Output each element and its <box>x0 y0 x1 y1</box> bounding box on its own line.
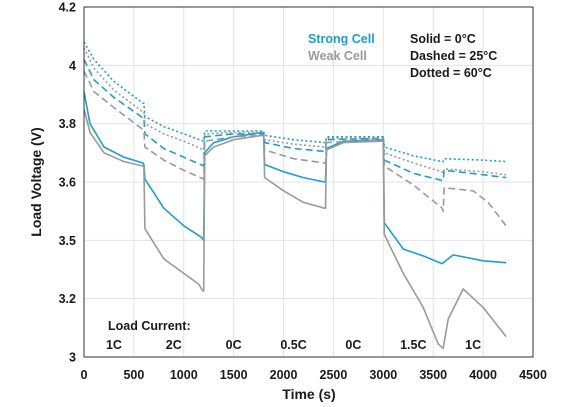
x-axis-title: Time (s) <box>282 386 335 402</box>
y-tick-label: 3.6 <box>59 176 76 190</box>
load-current-header: Load Current: <box>108 319 191 333</box>
legend-weak-cell: Weak Cell <box>308 49 367 63</box>
x-tick-label: 2000 <box>270 368 298 382</box>
x-tick-label: 1000 <box>170 368 198 382</box>
x-tick-label: 3500 <box>419 368 447 382</box>
load-current-label: 0.5C <box>280 338 306 352</box>
load-current-label: 0C <box>226 338 242 352</box>
y-tick-labels: 3 3.2 3.5 3.6 3.8 4 4.2 <box>59 1 76 365</box>
legend-dotted: Dotted = 60°C <box>410 66 492 80</box>
strong-cell-dashed-line <box>83 59 507 182</box>
weak-cell-dotted-line <box>83 47 507 176</box>
grid-lines <box>84 7 533 357</box>
y-tick-label: 3.2 <box>59 292 76 306</box>
y-tick-label: 3 <box>69 351 76 365</box>
load-current-label: 2C <box>166 338 182 352</box>
legend-strong-cell: Strong Cell <box>308 32 375 46</box>
x-tick-label: 1500 <box>220 368 248 382</box>
load-current-label: 1C <box>106 338 122 352</box>
y-tick-label: 3.5 <box>59 234 76 248</box>
strong-cell-dotted-line <box>83 41 507 163</box>
x-tick-labels: 0 500 1000 1500 2000 2500 3000 3500 4000 4500 <box>81 368 547 382</box>
x-tick-label: 500 <box>123 368 144 382</box>
weak-cell-dashed-line <box>83 70 507 227</box>
load-current-label: 0C <box>345 338 361 352</box>
load-current-label: 1C <box>465 338 481 352</box>
x-tick-label: 4000 <box>469 368 497 382</box>
legend-dashed: Dashed = 25°C <box>410 49 497 63</box>
plot-frame <box>83 6 534 358</box>
y-tick-label: 4 <box>69 59 76 73</box>
x-tick-label: 0 <box>81 368 88 382</box>
x-tick-label: 4500 <box>519 368 547 382</box>
load-current-segments: 1C 2C 0C 0.5C 0C 1.5C 1C <box>106 338 481 352</box>
weak-cell-solid-line <box>83 108 507 350</box>
x-tick-label: 3000 <box>369 368 397 382</box>
y-tick-label: 3.8 <box>59 117 76 131</box>
y-axis-title: Load Voltage (V) <box>28 127 44 236</box>
load-current-label: 1.5C <box>400 338 426 352</box>
series-lines <box>83 41 507 350</box>
legend-solid: Solid = 0°C <box>410 32 476 46</box>
y-tick-label: 4.2 <box>59 1 76 15</box>
x-tick-label: 2500 <box>320 368 348 382</box>
